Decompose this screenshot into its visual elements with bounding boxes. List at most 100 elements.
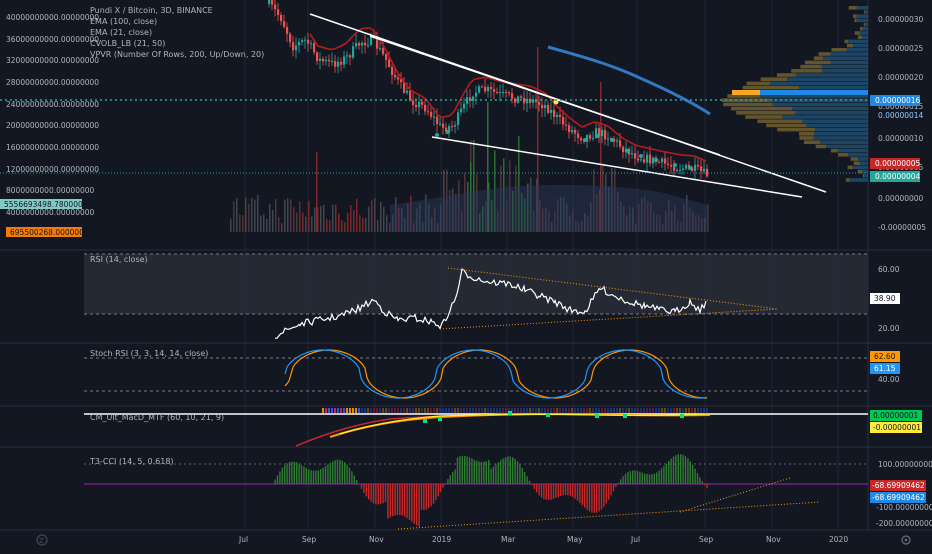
candle-body bbox=[430, 112, 432, 117]
macd-histogram-bar bbox=[631, 408, 633, 413]
cci-bar bbox=[457, 457, 458, 484]
badge-red: 0.00000005 bbox=[875, 159, 921, 168]
cci-bar bbox=[325, 466, 326, 484]
candle-body bbox=[379, 48, 381, 49]
cci-bar bbox=[330, 463, 331, 484]
candle-body bbox=[649, 155, 651, 164]
vpvr-row-up bbox=[831, 61, 868, 65]
macd-histogram-bar bbox=[475, 408, 477, 413]
macd-value-a: 0.00000001 bbox=[873, 411, 919, 420]
vpvr-row-up bbox=[820, 140, 868, 144]
macd-histogram-bar bbox=[391, 408, 393, 413]
candle-body bbox=[652, 158, 654, 164]
macd-histogram-bar bbox=[445, 408, 447, 413]
cci-bar bbox=[632, 470, 633, 484]
cci-bar bbox=[356, 480, 357, 484]
cci-bar bbox=[658, 471, 659, 484]
cci-bar bbox=[392, 484, 393, 516]
signal-dot bbox=[688, 166, 692, 170]
macd-histogram-bar bbox=[574, 408, 576, 413]
vpvr-row-down bbox=[846, 178, 850, 182]
cci-bar bbox=[663, 466, 664, 484]
cci-bar bbox=[346, 465, 347, 484]
macd-histogram-bar bbox=[361, 408, 363, 413]
volume-bar bbox=[338, 214, 340, 232]
candle-body bbox=[472, 97, 474, 101]
cci-bar bbox=[313, 471, 314, 484]
vpvr-row-down bbox=[858, 35, 862, 39]
volume-bar bbox=[293, 207, 295, 232]
macd-histogram-bar bbox=[355, 408, 357, 413]
candle-body bbox=[361, 43, 363, 46]
volume-bar bbox=[377, 220, 379, 232]
volume-bar bbox=[308, 201, 310, 232]
candle-body bbox=[319, 59, 321, 61]
legend-cvolb: CVOLB_LB (21, 50) bbox=[90, 39, 165, 48]
signal-dot bbox=[639, 154, 643, 158]
vpvr-row-up bbox=[815, 128, 868, 132]
candle-body bbox=[289, 34, 291, 42]
volume-bar bbox=[236, 198, 238, 232]
vpvr-row-down bbox=[860, 27, 863, 31]
candle-body bbox=[511, 93, 513, 98]
macd-histogram-bar bbox=[517, 408, 519, 413]
macd-histogram-bar bbox=[418, 408, 420, 413]
macd-histogram-bar bbox=[433, 408, 435, 413]
cci-bar bbox=[565, 484, 566, 495]
macd-histogram-bar bbox=[679, 408, 681, 413]
cci-bar bbox=[406, 484, 407, 518]
volume-bar bbox=[341, 220, 343, 232]
cci-bar bbox=[308, 469, 309, 484]
candle-body bbox=[532, 99, 534, 103]
vpvr-row-down bbox=[864, 23, 866, 27]
left-axis-label: 16000000000.00000000 bbox=[6, 143, 99, 152]
cci-bar bbox=[315, 471, 316, 484]
cci-bar bbox=[572, 484, 573, 497]
time-axis-label: Nov bbox=[369, 535, 384, 544]
volume-bar bbox=[359, 215, 361, 232]
vpvr-row-up bbox=[846, 48, 868, 52]
vpvr-row-down bbox=[758, 119, 803, 123]
vpvr-row-up bbox=[860, 31, 868, 35]
cci-bar bbox=[322, 468, 323, 484]
vpvr-row-down bbox=[854, 161, 860, 165]
vpvr-row-down bbox=[761, 77, 787, 81]
macd-histogram-bar bbox=[406, 408, 408, 413]
signal-dot bbox=[673, 163, 677, 167]
cci-bar bbox=[500, 460, 501, 484]
time-axis-label: Jul bbox=[630, 535, 640, 544]
macd-histogram-bar bbox=[637, 408, 639, 413]
volume-bar bbox=[374, 198, 376, 232]
macd-histogram-bar bbox=[466, 408, 468, 413]
cci-bar bbox=[462, 456, 463, 484]
candle-body bbox=[421, 102, 423, 105]
candle-body bbox=[565, 125, 567, 126]
cci-bar bbox=[618, 483, 619, 484]
macd-histogram-bar bbox=[436, 408, 438, 413]
candle-body bbox=[484, 87, 486, 92]
candle-body bbox=[358, 43, 360, 45]
macd-histogram-bar bbox=[649, 408, 651, 413]
vpvr-row-down bbox=[736, 111, 795, 115]
macd-histogram-bar bbox=[700, 408, 702, 413]
macd-histogram-bar bbox=[358, 408, 360, 413]
volume-bar bbox=[305, 217, 307, 232]
volume-bar bbox=[269, 204, 271, 232]
macd-histogram-bar bbox=[529, 408, 531, 413]
legend-vpvr: VPVR (Number Of Rows, 200, Up/Down, 20) bbox=[90, 50, 264, 59]
cci-bar bbox=[692, 465, 693, 484]
macd-histogram-bar bbox=[493, 408, 495, 413]
macd-histogram-bar bbox=[655, 408, 657, 413]
cci-bar bbox=[471, 459, 472, 484]
left-axis-label: 24000000000.00000000 bbox=[6, 100, 99, 109]
cci-bar bbox=[680, 454, 681, 484]
candle-body bbox=[574, 130, 576, 134]
macd-histogram-bar bbox=[694, 408, 696, 413]
volume-bar bbox=[263, 214, 265, 232]
candle-body bbox=[409, 91, 411, 101]
candle-body bbox=[313, 43, 315, 52]
cci-bar bbox=[634, 470, 635, 484]
vpvr-row-down bbox=[814, 56, 823, 60]
candle-body bbox=[589, 135, 591, 139]
